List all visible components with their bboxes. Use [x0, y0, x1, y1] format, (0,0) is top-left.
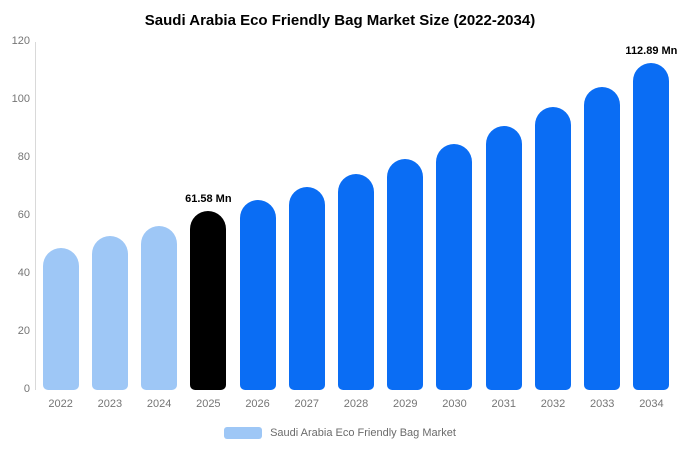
- bar-2029: [387, 159, 424, 390]
- x-axis-label: 2024: [146, 398, 172, 410]
- x-axis-labels: 2022 2023 2024 2025 2026 2027 2028 2029 2030 2031…: [36, 398, 676, 410]
- x-axis-label: 2027: [294, 398, 320, 410]
- bar-column: [430, 42, 479, 390]
- bar-2028: [338, 173, 375, 390]
- y-tick-label: 80: [17, 151, 30, 163]
- x-axis-label: 2032: [540, 398, 566, 410]
- bar-column: [381, 42, 430, 390]
- legend[interactable]: Saudi Arabia Eco Friendly Bag Market: [0, 427, 680, 439]
- y-tick-label: 120: [11, 35, 30, 47]
- legend-label: Saudi Arabia Eco Friendly Bag Market: [270, 427, 456, 439]
- x-axis-label: 2033: [589, 398, 615, 410]
- y-tick-label: 40: [17, 267, 30, 279]
- bar-value-label: 61.58 Mn: [185, 193, 232, 206]
- x-axis-label: 2022: [48, 398, 73, 410]
- bar-2027: [288, 187, 325, 390]
- bar-2032: [534, 107, 571, 390]
- bar-column: [85, 42, 134, 390]
- x-axis-label: 2029: [393, 398, 418, 410]
- plot-area: 61.58 Mn 112.89 Mn: [36, 42, 678, 390]
- bar-2024: [141, 226, 178, 390]
- chart-title: Saudi Arabia Eco Friendly Bag Market Siz…: [144, 12, 536, 29]
- bar-column: [528, 42, 577, 390]
- x-axis-label: 2034: [639, 398, 664, 410]
- y-axis-line: [35, 42, 36, 390]
- bar-2033: [584, 86, 621, 390]
- bar-column: [134, 42, 183, 390]
- y-tick-label: 100: [11, 93, 30, 105]
- y-tick-label: 20: [17, 325, 30, 337]
- x-axis-label: 2030: [442, 398, 467, 410]
- x-axis-label: 2031: [491, 398, 516, 410]
- x-axis-label: 2025: [196, 398, 221, 410]
- bar-2025: [190, 211, 227, 390]
- bar-column: [479, 42, 528, 390]
- bar-2034: [633, 62, 670, 390]
- x-axis-label: 2028: [343, 398, 369, 410]
- bar-value-label: 112.89 Mn: [625, 44, 678, 57]
- legend-swatch[interactable]: [224, 427, 263, 439]
- bar-column: [36, 42, 85, 390]
- bar-column: [282, 42, 331, 390]
- bar-column: [233, 42, 282, 390]
- bar-2023: [91, 236, 128, 390]
- bar-2026: [239, 200, 276, 390]
- bar-column: 61.58 Mn: [184, 42, 233, 390]
- bar-column: [578, 42, 627, 390]
- x-axis-label: 2023: [97, 398, 123, 410]
- bar-2030: [436, 143, 473, 390]
- y-tick-label: 60: [17, 209, 30, 221]
- bar-column: 112.89 Mn: [625, 42, 678, 390]
- bar-2022: [42, 247, 79, 390]
- bar-column: [331, 42, 380, 390]
- bar-2031: [485, 126, 522, 390]
- x-axis-label: 2026: [245, 398, 270, 410]
- y-tick-label: 0: [23, 383, 30, 395]
